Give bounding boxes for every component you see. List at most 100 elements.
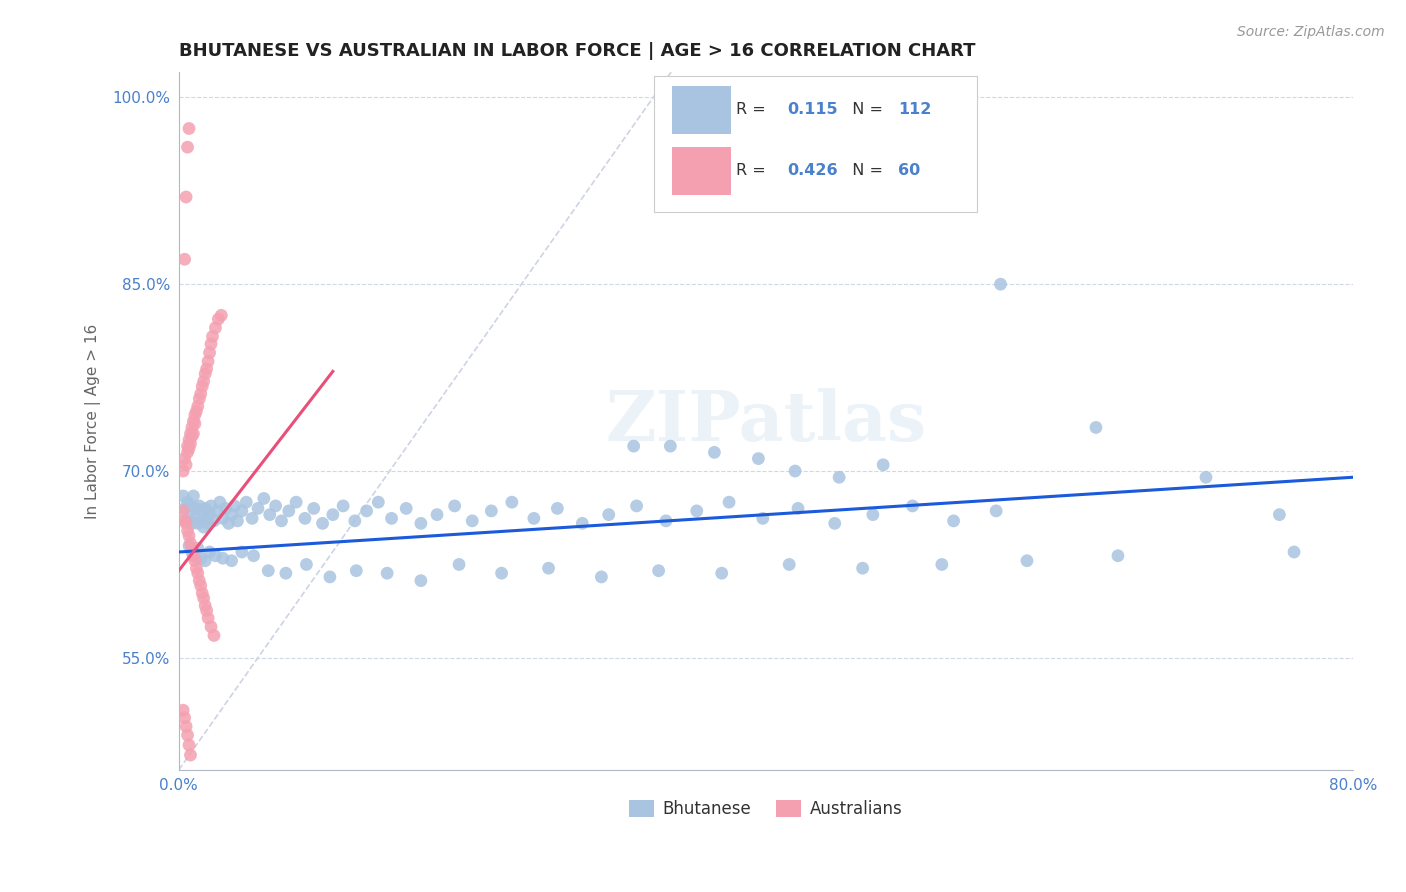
Point xyxy=(201,329,224,343)
Point xyxy=(179,747,201,762)
Point xyxy=(447,558,470,572)
Point xyxy=(186,561,208,575)
Point xyxy=(901,499,924,513)
Point xyxy=(179,426,201,441)
Point xyxy=(197,516,219,531)
Point xyxy=(747,451,769,466)
Point xyxy=(177,433,200,447)
Text: Source: ZipAtlas.com: Source: ZipAtlas.com xyxy=(1237,25,1385,39)
Point xyxy=(264,499,287,513)
Point xyxy=(191,504,214,518)
Point xyxy=(177,508,200,522)
Point xyxy=(190,514,212,528)
Point xyxy=(778,558,800,572)
Point xyxy=(176,728,198,742)
Point xyxy=(647,564,669,578)
Point xyxy=(190,386,212,401)
Point xyxy=(1107,549,1129,563)
Point xyxy=(824,516,846,531)
Point xyxy=(443,499,465,513)
Point xyxy=(174,719,197,733)
Point xyxy=(785,464,807,478)
Point xyxy=(200,337,222,351)
Point xyxy=(193,375,215,389)
Point xyxy=(274,566,297,581)
Point xyxy=(409,516,432,531)
Point xyxy=(188,499,211,513)
Point xyxy=(198,508,221,522)
Point xyxy=(686,504,709,518)
Point xyxy=(174,516,197,531)
Point xyxy=(984,504,1007,518)
Point xyxy=(571,516,593,531)
Point xyxy=(177,539,200,553)
Point xyxy=(181,429,204,443)
Point xyxy=(184,417,207,431)
Point xyxy=(207,312,229,326)
Point xyxy=(931,558,953,572)
Point xyxy=(226,514,249,528)
Text: ZIPatlas: ZIPatlas xyxy=(605,388,927,455)
Point xyxy=(231,545,253,559)
Point xyxy=(523,511,546,525)
Point xyxy=(209,309,232,323)
Point xyxy=(198,545,221,559)
Point xyxy=(491,566,513,581)
Point xyxy=(718,495,741,509)
Point xyxy=(173,501,195,516)
Point xyxy=(942,514,965,528)
FancyBboxPatch shape xyxy=(672,87,731,134)
Point xyxy=(295,558,318,572)
Point xyxy=(367,495,389,509)
Point xyxy=(623,439,645,453)
Point xyxy=(259,508,281,522)
Point xyxy=(285,495,308,509)
Point xyxy=(242,549,264,563)
Point xyxy=(177,442,200,456)
Point xyxy=(659,439,682,453)
Point xyxy=(356,504,378,518)
Point xyxy=(235,495,257,509)
Point xyxy=(184,408,207,422)
Point xyxy=(177,738,200,752)
Point xyxy=(322,508,344,522)
Point xyxy=(184,549,207,563)
Point xyxy=(191,586,214,600)
Point xyxy=(655,514,678,528)
Text: BHUTANESE VS AUSTRALIAN IN LABOR FORCE | AGE > 16 CORRELATION CHART: BHUTANESE VS AUSTRALIAN IN LABOR FORCE |… xyxy=(179,42,976,60)
Text: N =: N = xyxy=(842,162,889,178)
Point xyxy=(176,495,198,509)
Point xyxy=(181,516,204,531)
Point xyxy=(224,499,246,513)
Point xyxy=(195,603,218,617)
Point xyxy=(174,458,197,472)
Point xyxy=(710,566,733,581)
Point xyxy=(479,504,502,518)
Point xyxy=(195,511,218,525)
Point xyxy=(205,504,228,518)
Point xyxy=(409,574,432,588)
Point xyxy=(184,554,207,568)
Point xyxy=(215,501,238,516)
Point xyxy=(852,561,875,575)
Point xyxy=(277,504,299,518)
Point xyxy=(1268,508,1291,522)
Point xyxy=(195,362,218,376)
Point xyxy=(591,570,613,584)
Point xyxy=(186,404,208,418)
Point xyxy=(787,501,810,516)
Point xyxy=(253,491,276,506)
Point xyxy=(172,504,194,518)
Point xyxy=(221,554,243,568)
Point xyxy=(177,121,200,136)
Point xyxy=(186,501,208,516)
Point xyxy=(179,436,201,450)
Point xyxy=(703,445,725,459)
Point xyxy=(174,190,197,204)
Point xyxy=(311,516,333,531)
Point xyxy=(187,541,209,556)
Point xyxy=(183,489,205,503)
Legend: Bhutanese, Australians: Bhutanese, Australians xyxy=(623,793,910,824)
Y-axis label: In Labor Force | Age > 16: In Labor Force | Age > 16 xyxy=(86,324,101,519)
Point xyxy=(174,514,197,528)
